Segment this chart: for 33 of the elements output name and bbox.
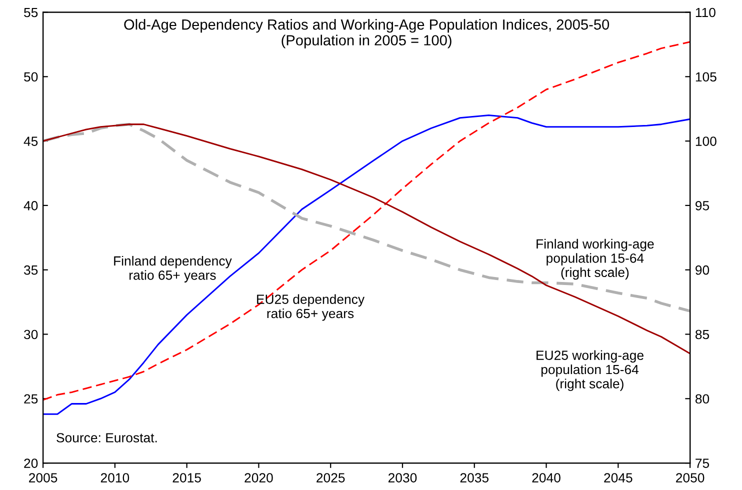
y2-tick-label: 110: [696, 8, 716, 18]
series-label: EU25 dependency ratio 65+ years: [257, 294, 365, 321]
y-tick-label: 25: [24, 394, 38, 404]
annotation: Source: Eurostat.: [56, 433, 157, 442]
y2-tick-label: 75: [696, 458, 710, 468]
series-label: Finland working-age population 15-64 (right scale): [536, 238, 654, 280]
y2-tick-label: 100: [696, 136, 716, 146]
series-label: Finland dependency ratio 65+ years: [114, 256, 232, 282]
y-tick-label: 55: [24, 8, 38, 18]
y2-tick-label: 105: [696, 72, 716, 82]
y2-tick-label: 95: [696, 201, 710, 210]
y-tick-label: 40: [24, 201, 38, 210]
series-label: EU25 working-age population 15-64 (right scale): [536, 350, 644, 391]
x-tick-label: 2010: [100, 473, 130, 482]
y2-tick-label: 80: [695, 394, 710, 404]
x-tick-label: 2030: [388, 473, 417, 482]
x-tick-label: 2040: [532, 473, 560, 482]
y-tick-label: 50: [24, 72, 38, 82]
x-tick-label: 2015: [172, 473, 201, 482]
x-tick-label: 2035: [460, 473, 489, 482]
x-tick-label: 2005: [29, 473, 58, 482]
text: Old-Age Dependency Ratios and Working-Age Population Indices, 2005-50 (Population in 2005 = 100): [124, 19, 610, 48]
y-tick-label: 35: [24, 265, 38, 275]
x-tick-label: 2020: [244, 473, 273, 482]
y2-tick-label: 90: [696, 265, 710, 275]
y-tick-label: 45: [24, 136, 38, 146]
x-tick-label: 2050: [676, 473, 704, 482]
y2-tick-label: 85: [695, 330, 710, 340]
x-tick-label: 2025: [316, 473, 345, 482]
x-tick-label: 2045: [604, 473, 632, 482]
y-tick-label: 30: [24, 330, 38, 340]
y-tick-label: 20: [24, 458, 38, 468]
line-series: [43, 114, 690, 415]
